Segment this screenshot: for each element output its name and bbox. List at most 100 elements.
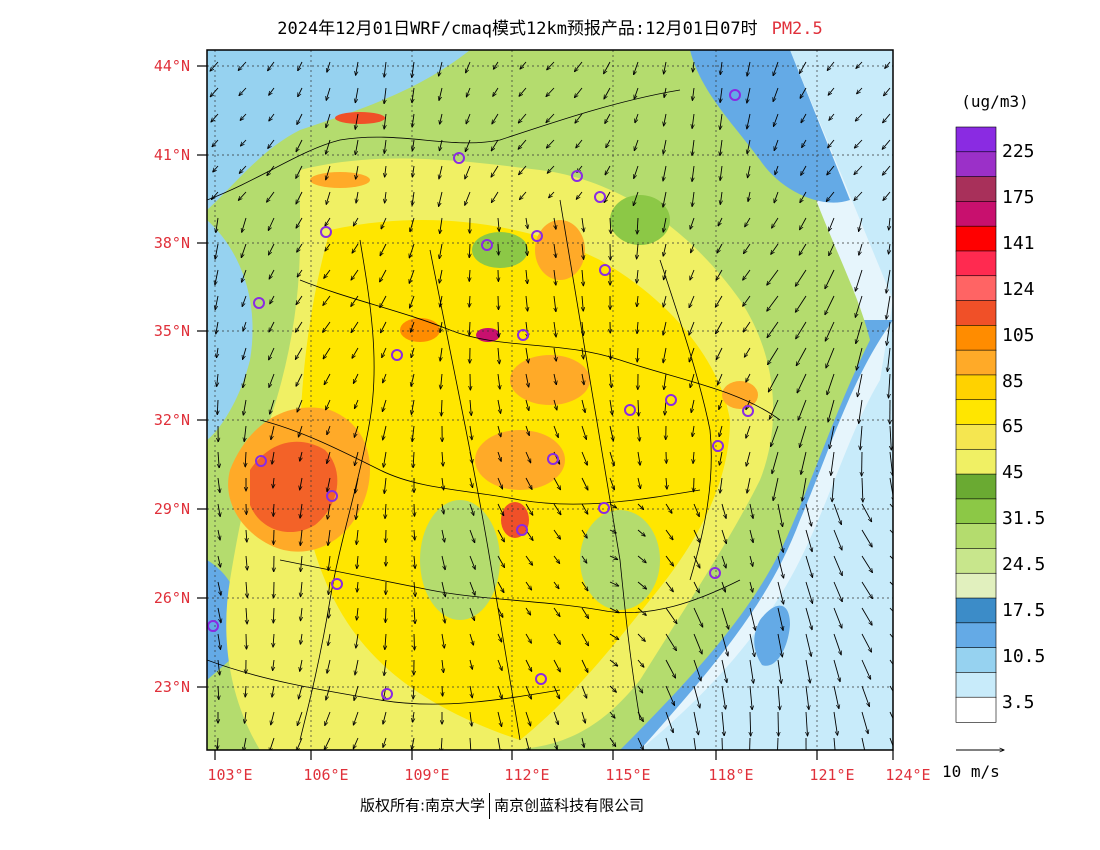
colorbar-label-225: 225 [1002,141,1035,162]
wind-arrow [409,243,415,258]
wind-arrow [269,113,275,121]
wind-arrow [831,451,835,475]
city-marker [517,329,529,341]
wind-arrow [239,165,247,173]
wind-arrow [889,737,893,748]
wind-arrow [720,61,722,75]
wind-arrow [719,399,723,410]
wind-vectors [210,61,893,750]
wind-arrow [743,269,751,280]
wind-arrow [609,633,619,640]
wind-arrow [268,217,275,231]
wind-arrow [210,87,219,97]
colorbar-swatch [955,275,997,302]
wind-arrow [243,321,247,331]
colorbar-label-141: 141 [1002,233,1035,254]
wind-arrow [637,633,645,641]
wind-arrow [833,685,839,709]
colorbar-swatch [955,325,997,351]
wind-arrow [470,425,472,440]
wind-arrow [301,555,303,572]
wind-arrow [441,607,445,623]
wind-arrow [889,633,893,639]
wind-arrow [380,269,387,282]
wind-arrow [356,61,359,75]
wind-arrow [215,295,219,310]
wind-arrow [721,659,727,683]
wind-arrow [855,295,863,317]
wind-arrow [383,451,387,467]
wind-arrow [665,555,674,566]
wind-arrow [355,399,359,409]
wind-arrow [296,295,303,305]
wind-arrow [299,685,303,699]
wind-arrow [805,581,813,603]
wind-arrow [576,191,583,199]
wind-arrow [217,633,221,649]
wind-arrow [553,425,558,438]
lat-label-29: 29°N [153,500,190,518]
wind-arrow [609,451,614,466]
wind-arrow [582,347,584,359]
wind-arrow [328,581,330,595]
wind-arrow [466,87,471,97]
wind-arrow [273,477,274,488]
wind-arrow [525,503,533,515]
wind-arrow [244,425,246,442]
wind-arrow [633,191,639,206]
wind-arrow [744,243,751,254]
wind-arrow [861,633,872,652]
wind-arrow [439,87,443,100]
city-marker [516,524,528,536]
wind-arrow [889,555,893,560]
city-markers [207,89,754,700]
wind-arrow [889,503,893,509]
wind-arrow [442,685,443,696]
wind-arrow [491,165,499,177]
wind-arrow [273,503,274,516]
copyright-right: 南京创蓝科技有限公司 [494,796,645,815]
wind-arrow [351,295,359,307]
wind-arrow [833,503,841,525]
wind-arrow [440,347,442,361]
wind-arrow [380,243,387,256]
wind-arrow [889,607,893,612]
wind-arrow [581,555,587,563]
wind-arrow [326,87,331,100]
wind-arrow [327,659,331,673]
city-marker [624,404,636,416]
wind-arrow [273,633,274,647]
wind-arrow [327,477,331,492]
wind-arrow [384,477,386,494]
wind-arrow [663,347,667,363]
wind-arrow [777,581,784,604]
wind-arrow [497,529,504,542]
wind-arrow [582,243,584,259]
colorbar-swatch [955,498,997,525]
wind-arrow [637,243,638,259]
wind-arrow [883,113,891,123]
wind-arrow [889,581,893,586]
wind-arrow [638,451,640,465]
wind-arrow [519,87,527,96]
wind-arrow [861,529,872,547]
wind-reference-label: 10 m/s [942,762,1000,781]
wind-arrow [854,191,863,201]
wind-arrow [746,451,751,466]
map-frame [206,49,894,751]
wind-arrow [412,191,414,205]
wind-arrow [470,477,473,488]
wind-arrow [242,269,247,282]
wind-arrow [861,711,868,734]
wind-arrow [324,269,331,278]
wind-arrow [241,243,247,258]
wind-arrow [606,139,611,148]
wind-arrow [325,711,331,726]
wind-arrow [721,685,726,709]
wind-arrow [414,555,415,569]
wind-arrow [300,451,302,461]
wind-arrow [859,243,863,255]
colorbar-label-65: 65 [1002,416,1024,437]
wind-arrow [749,581,753,592]
wind-arrow [772,451,779,474]
